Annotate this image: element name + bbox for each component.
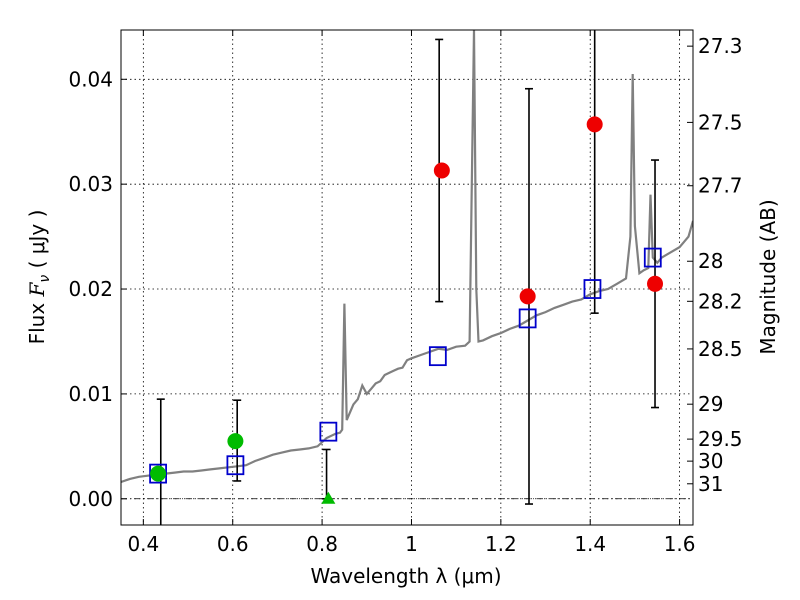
y2-tick-label: 29 [698,392,723,416]
y2-tick-label: 27.5 [698,110,743,134]
observed-flux-point [586,116,603,133]
y2-tick-label: 28.2 [698,289,743,313]
x-tick-label: 0.6 [217,532,249,556]
x-tick-label: 0.4 [127,532,159,556]
x-tick-label: 1.6 [664,532,696,556]
y-tick-label: 0.00 [68,487,113,511]
y-tick-label: 0.03 [68,172,113,196]
upper-limit-point [321,491,336,504]
model-photometry-point [428,346,447,367]
y2-tick-label: 31 [698,472,723,496]
plot-frame [120,29,694,526]
model-photometry-point [518,308,537,329]
ticks: 0.4 0.6 0.8 1 1.2 1.4 1.6 0.00 0.01 0.02 0.03 0.04 2… [68,30,743,556]
y-axis-label-suffix: ( μJy ) [25,210,49,275]
markers [149,116,664,504]
y-axis-label-prefix: Flux [25,296,49,344]
model-photometry-point [643,247,662,268]
y2-tick-label: 28.5 [698,337,743,361]
y-axis-label: Flux Fν ( μJy ) [25,210,53,345]
y2-axis-label: Magnitude (AB) [756,199,780,354]
plot-area [121,30,693,525]
observed-flux-point [647,275,664,292]
y2-tick-label: 27.3 [698,34,743,58]
y2-tick-label: 30 [698,449,723,473]
y2-tick-label: 27.7 [698,174,743,198]
y-axis-label-symbol: F [25,281,49,297]
x-tick-label: 1.4 [574,532,606,556]
y2-tick-label: 28 [698,249,723,273]
observed-flux-point [433,162,450,179]
y2-tick-label: 29.5 [698,427,743,451]
y-tick-label: 0.02 [68,277,113,301]
x-tick-label: 0.8 [306,532,338,556]
y-tick-label: 0.04 [68,67,113,91]
model-photometry-point [226,455,245,476]
observed-flux-point [519,288,536,305]
y-tick-label: 0.01 [68,382,113,406]
x-axis-label: Wavelength λ (μm) [310,564,501,588]
x-tick-label: 1 [405,532,418,556]
model-photometry-point [583,279,602,299]
observed-flux-point [150,465,167,482]
model-sed-line [121,30,693,484]
model-photometry-point [319,421,338,442]
y-axis-label-subscript: ν [37,275,53,283]
x-tick-label: 1.2 [485,532,517,556]
observed-flux-point [227,433,244,450]
grid-layer [121,30,693,525]
